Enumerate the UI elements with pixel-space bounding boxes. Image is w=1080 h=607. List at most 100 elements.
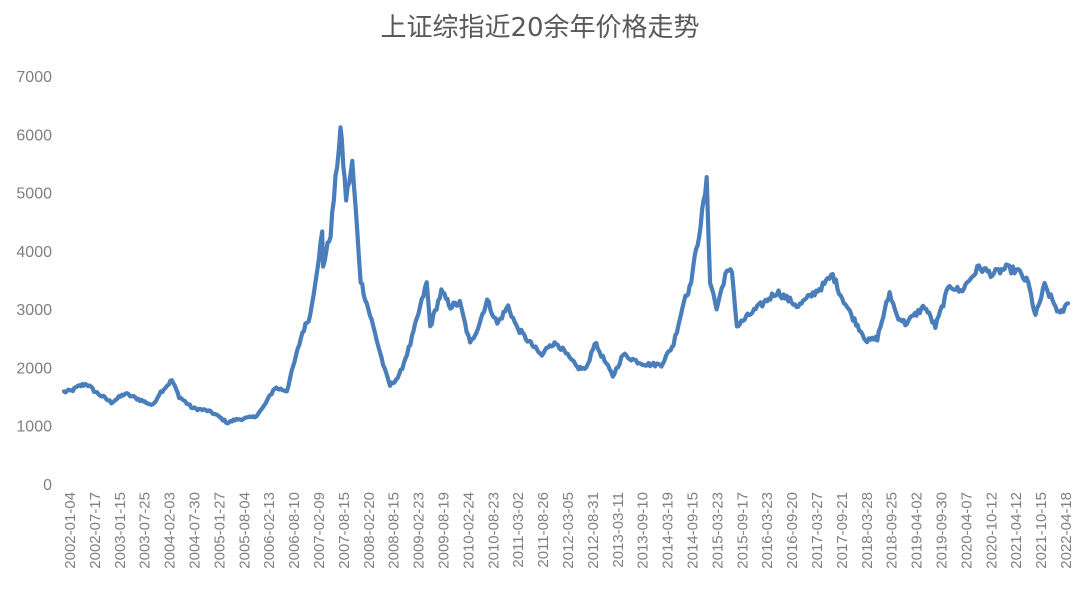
data-point: [496, 322, 499, 325]
x-tick-label: 2010-08-23: [485, 492, 502, 569]
y-tick-label: 6000: [16, 127, 52, 144]
x-tick-label: 2015-09-17: [734, 492, 751, 569]
data-point: [273, 386, 276, 389]
data-point: [170, 379, 173, 382]
x-tick-label: 2002-01-04: [62, 492, 79, 569]
x-tick-label: 2004-02-03: [162, 492, 179, 569]
data-point: [345, 197, 348, 200]
data-point: [477, 325, 480, 328]
x-tick-label: 2014-03-19: [660, 492, 677, 569]
data-point: [831, 273, 834, 276]
x-tick-label: 2009-08-19: [436, 492, 453, 569]
data-point: [458, 302, 461, 305]
data-point: [724, 273, 727, 276]
x-tick-label: 2005-08-04: [236, 492, 253, 569]
data-point: [709, 279, 712, 282]
data-point: [364, 296, 367, 299]
x-tick-label: 2006-08-10: [286, 492, 303, 569]
data-point: [321, 232, 324, 235]
data-point: [110, 401, 113, 404]
x-tick-label: 2006-02-13: [261, 492, 278, 569]
data-point: [285, 389, 288, 392]
data-point: [959, 290, 962, 293]
data-point: [440, 290, 443, 293]
data-point: [191, 407, 194, 410]
data-point: [78, 385, 81, 388]
x-tick-label: 2018-03-28: [859, 492, 876, 569]
data-point: [540, 354, 543, 357]
data-point: [904, 322, 907, 325]
data-point: [731, 270, 734, 273]
data-point: [593, 341, 596, 344]
x-tick-label: 2020-10-12: [983, 492, 1000, 569]
data-point: [622, 353, 625, 356]
data-point: [556, 343, 559, 346]
data-point: [233, 418, 236, 421]
data-point: [672, 343, 675, 346]
data-point: [339, 127, 342, 130]
data-point: [63, 390, 66, 393]
x-axis: 2002-01-04 2002-07-17 2003-01-15 2003-07-25…: [62, 492, 1075, 569]
data-point: [866, 340, 869, 343]
chart-title: 上证综指近20余年价格走势: [380, 13, 699, 43]
data-point: [839, 293, 842, 296]
data-point: [85, 382, 88, 385]
data-point: [821, 284, 824, 287]
x-tick-label: 2018-09-25: [884, 492, 901, 569]
x-tick-label: 2017-09-21: [834, 492, 851, 569]
data-point: [1005, 267, 1008, 270]
x-tick-label: 2016-09-20: [784, 492, 801, 569]
x-tick-label: 2016-03-23: [759, 492, 776, 569]
x-tick-label: 2008-08-15: [386, 492, 403, 569]
data-point: [934, 325, 937, 328]
x-tick-label: 2017-03-27: [809, 492, 826, 569]
data-point: [515, 325, 518, 328]
series-group: [61, 125, 1071, 426]
data-point: [797, 305, 800, 308]
data-point: [322, 264, 325, 267]
data-point: [94, 390, 97, 393]
data-point: [1017, 270, 1020, 273]
data-point: [698, 232, 701, 235]
data-point: [715, 308, 718, 311]
x-tick-label: 2011-03-02: [510, 492, 527, 568]
data-point: [152, 404, 155, 407]
data-point: [660, 363, 663, 366]
data-point: [449, 305, 452, 308]
data-point: [1027, 281, 1030, 284]
data-point: [611, 375, 614, 378]
x-tick-label: 2020-04-07: [958, 492, 975, 569]
data-point: [1059, 314, 1062, 317]
data-point: [206, 409, 209, 412]
data-point: [70, 389, 73, 392]
x-tick-label: 2003-01-15: [112, 492, 129, 569]
x-tick-label: 2019-04-02: [909, 492, 926, 569]
data-point: [1034, 315, 1037, 318]
data-point: [351, 162, 354, 165]
x-tick-label: 2008-02-20: [361, 492, 378, 569]
y-tick-label: 0: [43, 477, 52, 494]
y-tick-label: 4000: [16, 244, 52, 261]
data-point: [425, 281, 428, 284]
data-point: [636, 360, 639, 363]
data-point: [525, 337, 528, 340]
data-point: [576, 366, 579, 369]
x-tick-label: 2009-02-23: [411, 492, 428, 569]
data-point: [486, 299, 489, 302]
data-point: [923, 305, 926, 308]
data-point: [888, 291, 891, 294]
y-tick-label: 1000: [16, 419, 52, 436]
data-point: [178, 395, 181, 398]
data-point: [158, 392, 161, 395]
data-point: [134, 396, 137, 399]
x-tick-label: 2014-09-15: [685, 492, 702, 569]
data-point: [776, 290, 779, 293]
data-point: [948, 283, 951, 286]
series-line: [61, 125, 1071, 426]
data-point: [748, 314, 751, 317]
y-axis: 0 1000 2000 3000 4000 5000 6000 7000: [16, 69, 52, 494]
data-point: [645, 363, 648, 366]
x-tick-label: 2015-03-23: [709, 492, 726, 569]
